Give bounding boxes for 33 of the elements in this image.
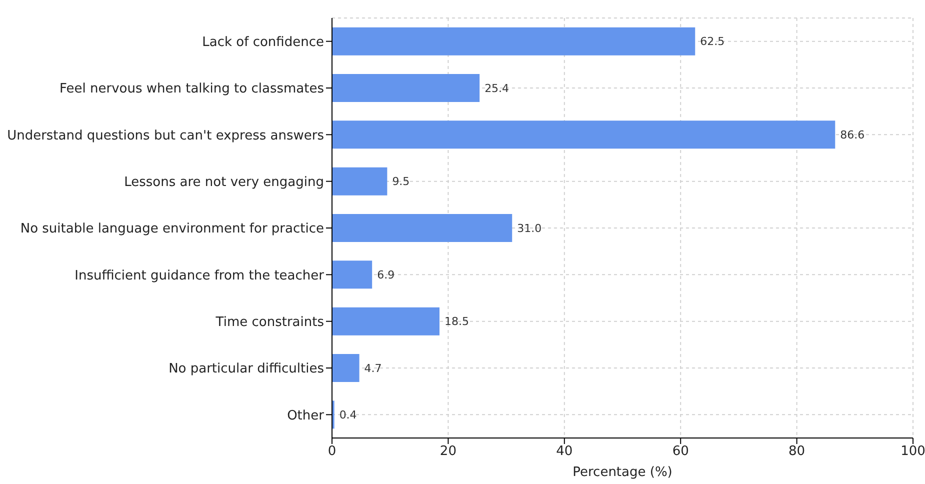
y-tick-label: Lack of confidence bbox=[202, 34, 324, 50]
x-tick-label: 20 bbox=[440, 444, 456, 460]
data-label: 4.7 bbox=[364, 362, 382, 375]
data-label: 25.4 bbox=[484, 82, 510, 95]
x-tick-label: 100 bbox=[900, 444, 925, 460]
bar bbox=[332, 27, 696, 56]
y-tick-label: Lessons are not very engaging bbox=[124, 174, 324, 190]
bar bbox=[332, 214, 512, 242]
x-tick-label: 40 bbox=[556, 444, 573, 460]
y-tick-label: Feel nervous when talking to classmates bbox=[59, 82, 324, 97]
x-tick-label: 0 bbox=[328, 444, 336, 460]
bar bbox=[332, 354, 360, 382]
x-axis-title: Percentage (%) bbox=[572, 465, 672, 480]
y-tick-label: No suitable language environment for practice bbox=[20, 222, 324, 237]
data-label: 6.9 bbox=[377, 268, 395, 282]
bar bbox=[332, 307, 440, 336]
bar bbox=[332, 260, 372, 289]
bar bbox=[332, 120, 836, 149]
data-label: 9.5 bbox=[392, 175, 410, 188]
data-label: 86.6 bbox=[840, 128, 865, 142]
data-label: 31.0 bbox=[517, 222, 542, 235]
y-tick-label: Insufficient guidance from the teacher bbox=[74, 268, 325, 284]
x-tick-label: 80 bbox=[788, 444, 806, 460]
y-tick-label: Understand questions but can't express answers bbox=[7, 128, 324, 144]
bar bbox=[332, 74, 480, 102]
data-label: 18.5 bbox=[444, 315, 469, 328]
y-tick-label: Other bbox=[287, 408, 325, 424]
y-tick-label: Time constraints bbox=[214, 314, 324, 330]
data-label: 62.5 bbox=[700, 35, 725, 48]
x-tick-label: 60 bbox=[672, 444, 689, 460]
data-label: 0.4 bbox=[339, 408, 357, 422]
y-tick-label: No particular difficulties bbox=[168, 362, 324, 377]
bar bbox=[332, 167, 388, 196]
